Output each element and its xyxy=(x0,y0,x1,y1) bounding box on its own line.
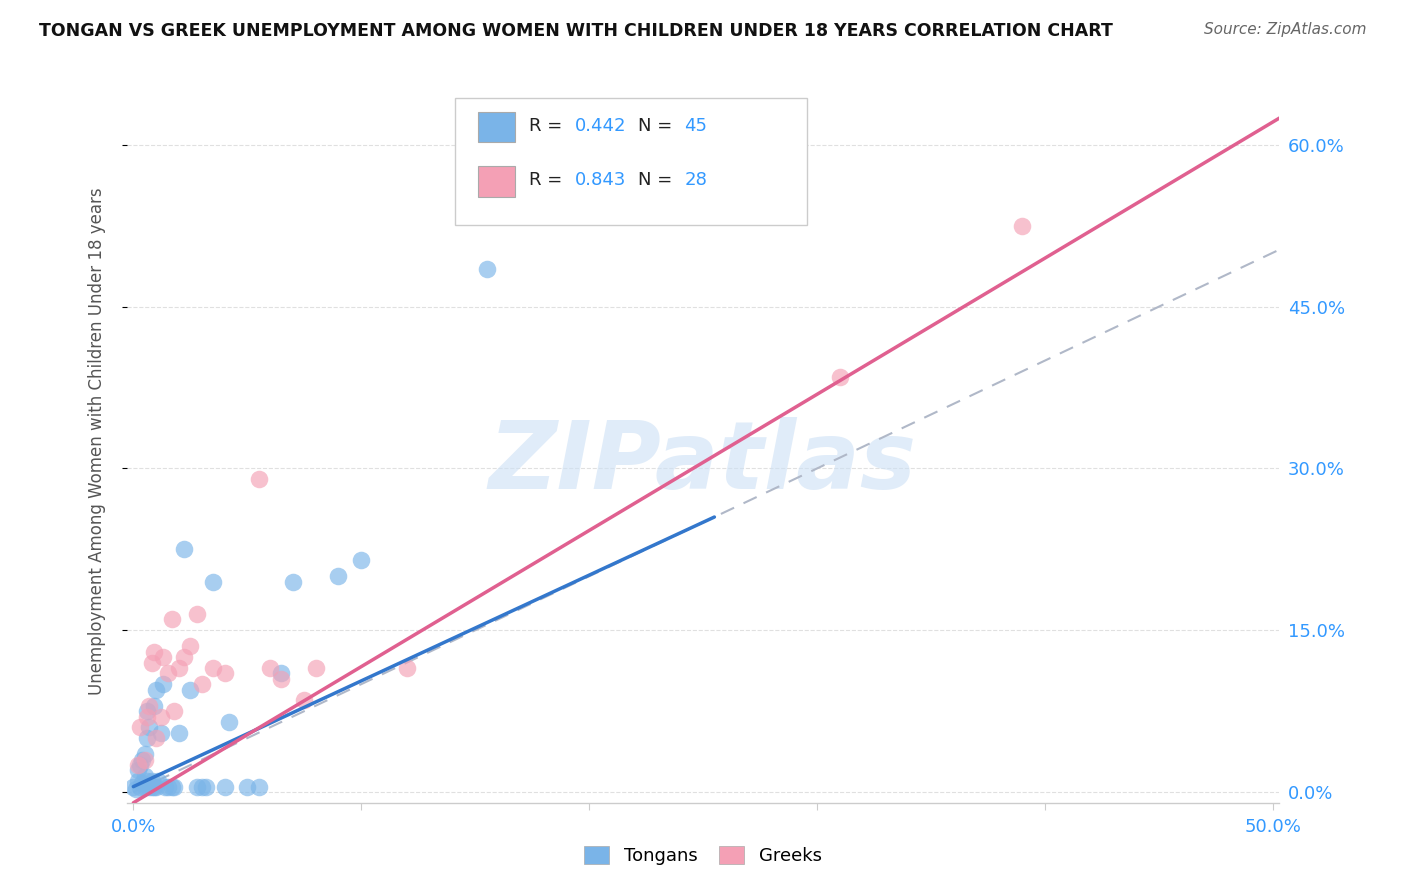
Text: Source: ZipAtlas.com: Source: ZipAtlas.com xyxy=(1204,22,1367,37)
Point xyxy=(173,650,195,665)
Point xyxy=(173,542,195,557)
Text: TONGAN VS GREEK UNEMPLOYMENT AMONG WOMEN WITH CHILDREN UNDER 18 YEARS CORRELATIO: TONGAN VS GREEK UNEMPLOYMENT AMONG WOMEN… xyxy=(39,22,1114,40)
Point xyxy=(160,780,183,794)
Text: 45: 45 xyxy=(685,117,707,135)
Point xyxy=(134,780,156,794)
Point xyxy=(122,780,145,794)
Point xyxy=(145,780,167,794)
Point xyxy=(145,682,167,697)
Point xyxy=(236,780,259,794)
Point xyxy=(127,758,149,772)
Point xyxy=(152,677,174,691)
Point xyxy=(179,640,201,654)
Point xyxy=(190,780,212,794)
Point xyxy=(247,780,270,794)
Point xyxy=(136,731,159,745)
Point xyxy=(190,677,212,691)
Point xyxy=(142,698,165,713)
Point xyxy=(131,776,153,790)
Point xyxy=(156,780,179,794)
Point xyxy=(149,709,172,723)
Point xyxy=(134,753,156,767)
Point xyxy=(1011,219,1033,233)
Point xyxy=(350,553,373,567)
Point xyxy=(305,661,328,675)
Point xyxy=(270,672,292,686)
Point xyxy=(131,753,153,767)
FancyBboxPatch shape xyxy=(478,166,515,196)
Point xyxy=(281,574,304,589)
FancyBboxPatch shape xyxy=(478,112,515,143)
Point xyxy=(160,612,183,626)
Point xyxy=(163,780,186,794)
Point xyxy=(141,774,163,789)
Point xyxy=(259,661,281,675)
Point xyxy=(141,780,163,794)
Text: 0.442: 0.442 xyxy=(575,117,627,135)
Point xyxy=(127,774,149,789)
Point xyxy=(202,661,225,675)
Text: 28: 28 xyxy=(685,171,707,189)
Point xyxy=(270,666,292,681)
Text: R =: R = xyxy=(529,171,568,189)
Text: R =: R = xyxy=(529,117,568,135)
Point xyxy=(129,780,152,794)
Point xyxy=(142,645,165,659)
FancyBboxPatch shape xyxy=(456,98,807,225)
Point xyxy=(214,666,236,681)
Point xyxy=(138,698,160,713)
Text: N =: N = xyxy=(638,171,679,189)
Point xyxy=(155,780,177,794)
Point xyxy=(395,661,418,675)
Point xyxy=(136,709,159,723)
Point xyxy=(138,720,160,734)
Point xyxy=(136,704,159,718)
Point xyxy=(152,650,174,665)
Point xyxy=(124,781,146,796)
Point xyxy=(156,666,179,681)
Text: N =: N = xyxy=(638,117,679,135)
Text: ZIPatlas: ZIPatlas xyxy=(489,417,917,509)
Point xyxy=(202,574,225,589)
Point xyxy=(138,780,160,794)
Point xyxy=(186,780,208,794)
Point xyxy=(127,764,149,778)
Point xyxy=(134,769,156,783)
Point xyxy=(214,780,236,794)
Point xyxy=(167,661,190,675)
Point xyxy=(218,714,240,729)
Point xyxy=(179,682,201,697)
Point xyxy=(129,758,152,772)
Point xyxy=(141,656,163,670)
Point xyxy=(129,720,152,734)
Point xyxy=(145,731,167,745)
Point xyxy=(292,693,315,707)
Point xyxy=(328,569,350,583)
Point xyxy=(247,472,270,486)
Point xyxy=(828,369,851,384)
Point xyxy=(136,774,159,789)
Point xyxy=(149,725,172,739)
Legend: Tongans, Greeks: Tongans, Greeks xyxy=(575,838,831,874)
Point xyxy=(148,774,170,789)
Y-axis label: Unemployment Among Women with Children Under 18 years: Unemployment Among Women with Children U… xyxy=(87,187,105,696)
Point xyxy=(195,780,218,794)
Point xyxy=(475,262,498,277)
Point xyxy=(134,747,156,762)
Text: 0.843: 0.843 xyxy=(575,171,627,189)
Point xyxy=(167,725,190,739)
Point xyxy=(142,780,165,794)
Point xyxy=(186,607,208,621)
Point xyxy=(163,704,186,718)
